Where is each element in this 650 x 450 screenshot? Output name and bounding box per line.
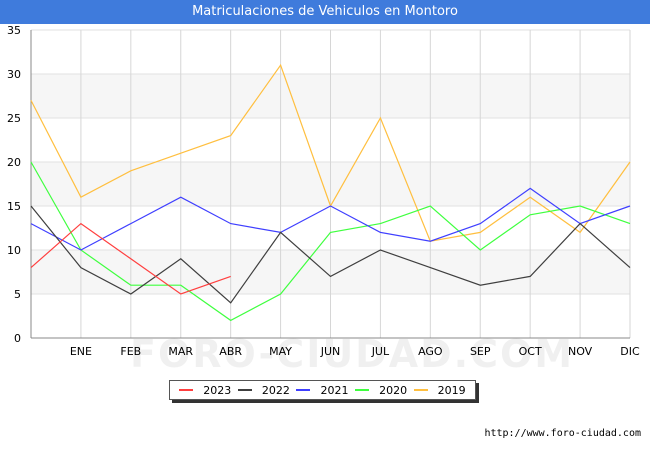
legend-label: 2021: [320, 383, 349, 397]
chart-title: Matriculaciones de Vehiculos en Montoro: [0, 0, 650, 24]
legend-swatch: [355, 389, 370, 391]
y-tick-label: 15: [7, 200, 21, 213]
x-tick-label: SEP: [470, 345, 491, 358]
x-tick-label: ENE: [70, 345, 92, 358]
x-tick-label: OCT: [519, 345, 542, 358]
x-tick-label: MAY: [269, 345, 292, 358]
legend-item-2022: 2022: [237, 383, 290, 397]
legend-label: 2022: [261, 383, 290, 397]
legend-item-2021: 2021: [296, 384, 348, 397]
legend-item-2023: 2023: [179, 384, 231, 397]
legend-swatch: [237, 389, 252, 391]
source-url: http://www.foro-ciudad.com: [484, 428, 641, 439]
y-tick-label: 0: [14, 332, 21, 345]
y-tick-label: 30: [7, 68, 21, 81]
legend-label: 2019: [437, 383, 466, 397]
x-tick-label: NOV: [568, 345, 593, 358]
series-line-2022: [30, 205, 631, 304]
x-tick-label: AGO: [418, 345, 443, 358]
legend-swatch: [413, 389, 428, 391]
series-line-2020: [30, 161, 631, 322]
legend-item-2020: 2020: [355, 384, 407, 397]
legend-label: 2020: [379, 383, 408, 397]
x-tick-label: JUN: [320, 345, 341, 358]
y-tick-label: 10: [7, 244, 21, 257]
x-tick-label: ABR: [219, 345, 242, 358]
x-tick-label: MAR: [168, 345, 193, 358]
legend-swatch: [296, 389, 311, 391]
y-tick-label: 20: [7, 156, 21, 169]
legend-swatch: [179, 389, 194, 391]
legend: 2023 2022 2021 2020 2019: [169, 380, 476, 400]
x-tick-label: JUL: [371, 345, 390, 358]
series-line-2021: [30, 187, 631, 251]
y-tick-label: 35: [7, 24, 21, 37]
x-tick-label: FEB: [120, 345, 141, 358]
series-line-2023: [30, 222, 231, 295]
watermark: FORO-CIUDAD.COM: [130, 332, 575, 376]
y-tick-label: 5: [14, 288, 21, 301]
legend-item-2019: 2019: [413, 383, 466, 397]
y-tick-label: 25: [7, 112, 21, 125]
x-tick-label: DIC: [620, 345, 640, 358]
legend-label: 2023: [203, 383, 232, 397]
